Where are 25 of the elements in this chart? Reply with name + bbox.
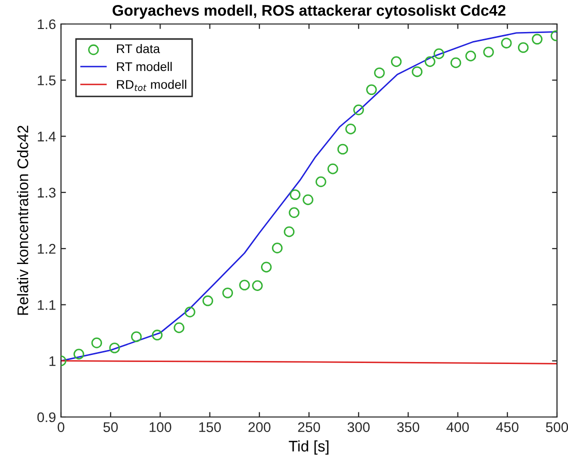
x-tick-label: 250 [298,422,320,432]
y-tick-label: 1.2 [38,244,56,254]
y-tick-label: 1.6 [38,19,56,30]
y-tick-label: 1.1 [38,300,56,310]
y-tick-label: 1 [49,356,56,366]
legend-label: RT modell [117,62,172,72]
x-tick-label: 500 [546,422,568,432]
x-tick-label: 450 [496,422,518,432]
y-tick-label: 1.5 [38,76,56,86]
x-tick-label: 0 [58,422,64,432]
chart-title: Goryachevs modell, ROS attackerar cytosoliskt Cdc42 [112,4,506,19]
legend-label: RD$_{tot}$ modell [117,80,186,91]
x-tick-label: 150 [199,422,221,432]
x-tick-label: 400 [446,422,469,432]
x-tick-label: 350 [397,422,420,432]
x-axis-title: Tid [s] [288,440,328,455]
x-tick-label: 300 [348,422,370,432]
y-tick-label: 1.3 [38,188,56,198]
x-tick-label: 50 [103,422,118,432]
x-tick-label: 100 [150,422,172,432]
x-tick-label: 200 [248,422,270,432]
y-tick-label: 1.4 [38,132,56,142]
y-axis-title: Relativ koncentration Cdc42 [17,126,28,315]
y-tick-label: 0.9 [37,412,56,422]
legend-label: RT data [117,44,160,54]
